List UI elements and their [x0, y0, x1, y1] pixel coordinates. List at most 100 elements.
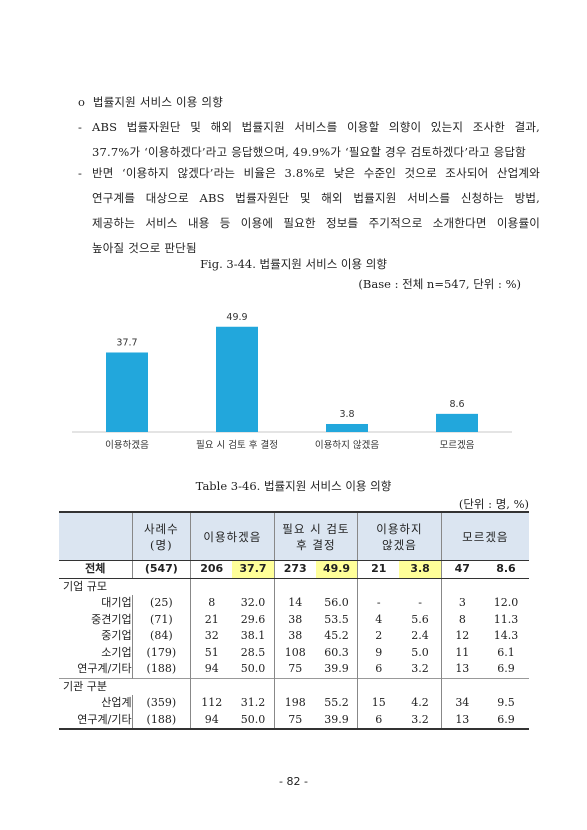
row-use-count: 112: [201, 696, 223, 709]
row-n: (71): [132, 611, 192, 628]
row-unknown-pct: 11.3: [493, 612, 519, 626]
bar-chart-svg: 37.7 이용하겠음 49.9 필요 시 검토 후 결정 3.8 이용하지 않겠음 8.6 모…: [72, 312, 512, 451]
dash-marker: -: [78, 120, 83, 134]
row-no-use-count: 4: [375, 612, 383, 626]
table-row: 소기업 (179) 51 28.5 108 60.3 9 5.0 11 6.1: [59, 644, 529, 661]
row-no-use-pct: 5.0: [399, 644, 442, 661]
category-label: 모르겠음: [440, 440, 475, 451]
row-use-count: 8: [208, 596, 216, 609]
bar-3: [436, 413, 478, 432]
table-row: 산업계 (359) 112 31.2 198 55.2 15 4.2 34 9.5: [59, 695, 529, 712]
row-unknown-pct: 9.5: [497, 696, 515, 709]
total-review-count: 273: [274, 560, 316, 579]
paragraph-2-line-3: 제공하는 서비스 내용 등 이용에 필요한 정보를 주기적으로 소개한다면 이용…: [92, 216, 540, 230]
figure-base-note: (Base : 전체 n=547, 단위 : %): [358, 277, 521, 291]
row-no-use-pct: 5.6: [399, 611, 442, 628]
table-row-total: 전체 (547) 206 37.7 273 49.9 21 3.8 47 8.6: [59, 560, 529, 579]
table-row: 대기업 (25) 8 32.0 14 56.0 - - 3 12.0: [59, 595, 529, 612]
row-review-count: 38: [288, 629, 303, 642]
row-label: 대기업: [59, 595, 133, 612]
row-review-count: 38: [288, 612, 303, 626]
row-use-pct: 31.2: [232, 695, 275, 712]
row-no-use-count: 6: [375, 662, 383, 675]
row-unknown-count: 12: [455, 629, 470, 642]
table-row: 중견기업 (71) 21 29.6 38 53.5 4 5.6 8 11.3: [59, 611, 529, 628]
table-header-row: 사례수 (명) 이용하겠음 필요 시 검토 후 결정 이용하지 않겠음 모르겠음: [59, 511, 529, 561]
row-review-count: 75: [288, 662, 303, 675]
total-use-count: 206: [190, 560, 233, 579]
section-title: 법률지원 서비스 이용 의향: [92, 95, 223, 109]
paragraph-1-line-2: 37.7%가 ‘이용하겠다’라고 응답했으며, 49.9%가 ‘필요할 경우 검…: [92, 145, 526, 159]
row-no-use-pct: 4.2: [399, 695, 442, 712]
row-review-pct: 55.2: [315, 695, 359, 712]
row-unknown-pct: 6.9: [482, 711, 529, 730]
row-unknown-count: 13: [441, 711, 483, 730]
category-label: 필요 시 검토 후 결정: [196, 439, 278, 451]
row-review-pct: 39.9: [315, 661, 359, 678]
row-review-count: 14: [288, 596, 303, 609]
group-title-row: 기업 규모: [59, 578, 529, 595]
paragraph-2-line-4: 높아질 것으로 판단됨: [92, 241, 197, 255]
row-use-pct: 50.0: [232, 711, 275, 730]
total-unknown-pct: 8.6: [482, 560, 529, 579]
group-title-row: 기관 구분: [59, 677, 529, 695]
row-review-pct: 39.9: [315, 711, 359, 730]
total-review-pct: 49.9: [315, 560, 359, 579]
header-respondents-line-1: 사례수: [143, 521, 179, 536]
row-review-count: 75: [274, 711, 316, 730]
category-label: 이용하지 않겠음: [315, 439, 379, 451]
header-no-use: 이용하지 않겠음: [357, 511, 442, 561]
paragraph-1: - ABS 법률자원단 및 해외 법률지원 서비스를 이용할 의향이 있는지 조…: [78, 115, 540, 165]
row-unknown-pct: 12.0: [493, 596, 519, 609]
table-unit-note: (단위 : 명, %): [458, 497, 529, 511]
header-unknown: 모르겠음: [441, 511, 529, 561]
row-n: (188): [132, 711, 192, 730]
bullet-marker: o: [78, 95, 86, 109]
paragraph-1-line-1: ABS 법률자원단 및 해외 법률지원 서비스를 이용할 의향이 있는지 조사한…: [92, 120, 540, 134]
header-review: 필요 시 검토 후 결정: [274, 511, 359, 561]
table-row: 중기업 (84) 32 38.1 38 45.2 2 2.4 12 14.3: [59, 628, 529, 645]
row-use-pct: 28.5: [232, 644, 275, 661]
row-n: (188): [132, 661, 192, 678]
bar-1: [216, 326, 258, 432]
row-use-pct: 32.0: [232, 595, 275, 612]
row-label: 산업계: [59, 695, 133, 712]
bar-0: [106, 352, 148, 432]
row-use-pct: 50.0: [232, 661, 275, 678]
row-no-use-count: 2: [375, 629, 383, 642]
paragraph-2-line-2: 연구계를 대상으로 ABS 법률자원단 및 해외 법률지원 서비스를 신청하는 …: [92, 191, 540, 205]
total-unknown-count: 47: [441, 560, 483, 579]
total-label: 전체: [59, 560, 133, 579]
row-no-use-pct: -: [399, 595, 442, 612]
row-label: 연구계/기타: [59, 661, 133, 678]
row-use-pct: 38.1: [232, 628, 275, 645]
total-n: (547): [132, 560, 192, 579]
header-review-line-2: 후 결정: [296, 537, 336, 552]
total-no-use-count: 21: [357, 560, 400, 579]
total-use-pct: 37.7: [232, 560, 275, 579]
header-review-line-1: 필요 시 검토: [282, 521, 350, 536]
total-no-use-pct: 3.8: [399, 560, 442, 579]
row-review-pct: 60.3: [315, 644, 359, 661]
row-use-count: 21: [204, 612, 219, 626]
section-heading: o 법률지원 서비스 이용 의향: [78, 90, 223, 115]
row-unknown-pct: 6.1: [497, 645, 515, 659]
header-no-use-line-2: 않겠음: [382, 537, 417, 552]
row-unknown-count: 3: [458, 596, 466, 609]
table-row: 연구계/기타 (188) 94 50.0 75 39.9 6 3.2 13 6.9: [59, 661, 529, 678]
row-use-count: 32: [204, 629, 219, 642]
row-use-count: 94: [204, 662, 219, 675]
header-use: 이용하겠음: [190, 511, 275, 561]
paragraph-2: - 반면 ‘이용하지 않겠다’라는 비율은 3.8%로 낮은 수준인 것으로 조…: [78, 161, 540, 261]
row-no-use-count: -: [376, 596, 381, 609]
group-title-org-type: 기관 구분: [59, 677, 192, 695]
table-caption: Table 3-46. 법률지원 서비스 이용 의향: [195, 479, 392, 493]
row-no-use-count: 15: [371, 696, 386, 709]
row-review-count: 198: [284, 696, 306, 709]
row-review-pct: 45.2: [315, 628, 359, 645]
row-review-pct: 53.5: [315, 611, 359, 628]
row-unknown-pct: 6.9: [497, 662, 515, 675]
bar-2: [326, 423, 368, 432]
bar-chart: 37.7 이용하겠음 49.9 필요 시 검토 후 결정 3.8 이용하지 않겠음 8.6 모…: [72, 296, 512, 468]
row-use-count: 51: [204, 645, 219, 659]
